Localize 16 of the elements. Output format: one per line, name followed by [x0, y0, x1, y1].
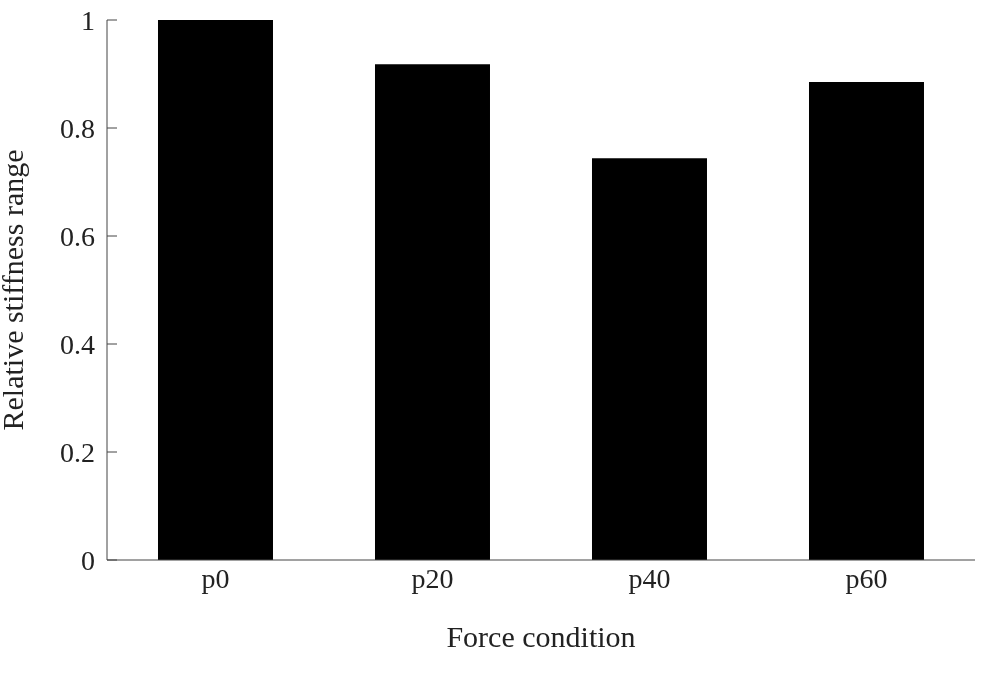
- y-tick-label: 0.2: [60, 436, 95, 468]
- x-tick-label: p20: [411, 562, 454, 594]
- bar: [592, 158, 707, 560]
- x-tick-label: p60: [845, 562, 888, 594]
- bar: [158, 20, 273, 560]
- y-tick-label: 1: [81, 4, 95, 36]
- x-tick-label: p0: [201, 562, 230, 594]
- y-axis-title: Relative stiffness range: [0, 149, 29, 431]
- y-tick-label: 0.4: [60, 328, 95, 360]
- y-tick-label: 0: [81, 544, 95, 576]
- x-tick-label: p40: [628, 562, 671, 594]
- bar: [375, 64, 490, 560]
- bar: [809, 82, 924, 560]
- y-tick-label: 0.8: [60, 112, 95, 144]
- x-axis-title: Force condition: [446, 620, 636, 653]
- y-tick-label: 0.6: [60, 220, 95, 252]
